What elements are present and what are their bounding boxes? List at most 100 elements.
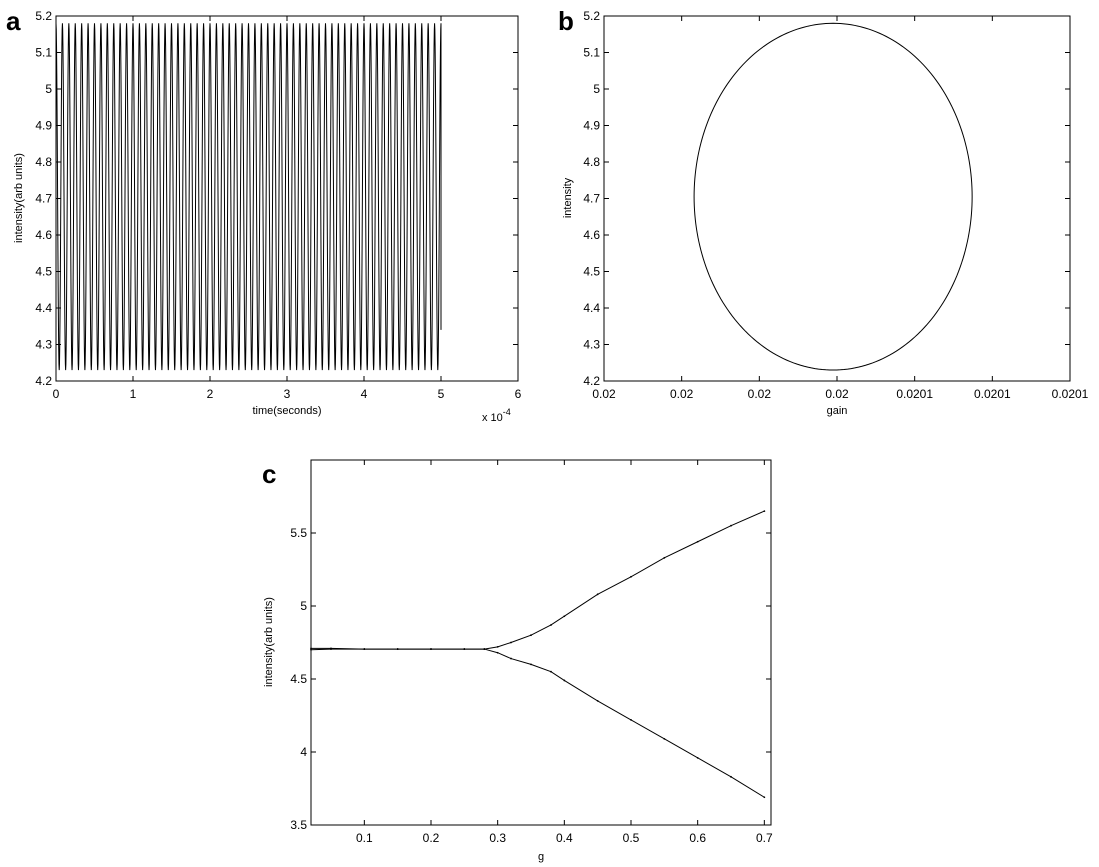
bifurcation-point (563, 615, 566, 618)
bifurcation-point (596, 700, 599, 702)
x-multiplier-exponent: -4 (503, 407, 511, 417)
y-axis-label-c: intensity(arb units) (263, 597, 275, 687)
x-tick-label: 4 (361, 387, 368, 401)
bifurcation-point (630, 575, 632, 578)
y-tick-label: 4.8 (35, 155, 52, 169)
bifurcation-point (396, 648, 399, 650)
x-tick-label: 0.6 (689, 831, 706, 845)
bifurcation-point (310, 647, 312, 650)
bifurcation-point (510, 657, 512, 660)
y-tick-label: 4.2 (583, 374, 600, 388)
y-tick-label: 4.2 (35, 374, 52, 388)
bifurcation-point (430, 648, 432, 650)
bifurcation-point (730, 524, 732, 527)
x-multiplier-base: x 10 (482, 412, 503, 424)
x-tick-label: 0.02 (670, 387, 694, 401)
bifurcation-point (730, 775, 732, 778)
x-axis-multiplier-a: x 10-4 (482, 407, 511, 424)
x-tick-label: 1 (130, 387, 137, 401)
panel-letter-c: c (262, 459, 276, 489)
x-tick-label: 0.1 (356, 831, 373, 845)
x-axis-label-a: time(seconds) (252, 405, 321, 417)
y-tick-label: 3.5 (290, 818, 307, 832)
x-tick-label: 5 (438, 387, 445, 401)
bifurcation-point (310, 648, 312, 651)
bifurcation-point (530, 634, 532, 637)
plot-frame-c (310, 459, 772, 826)
bifurcation-point (510, 641, 512, 644)
x-tick-label: 3 (284, 387, 291, 401)
y-tick-label: 4.4 (583, 301, 600, 315)
bifurcation-point (463, 648, 466, 650)
bifurcation-point (663, 737, 666, 740)
y-tick-label: 5 (593, 82, 600, 96)
chart-panel-c: 0.1 0.2 0.3 0.4 0.5 0.6 0.7 3.5 4 4.5 5 5.5 g inten… (263, 459, 773, 863)
bifurcation-point (496, 651, 499, 654)
bifurcation-point (763, 796, 766, 799)
y-tick-label: 4.5 (583, 265, 600, 279)
x-tick-label: 0.7 (756, 831, 773, 845)
x-tick-label: 0.0201 (974, 387, 1011, 401)
bifurcation-point (550, 624, 552, 626)
y-tick-label: 4.6 (583, 228, 600, 242)
bifurcation-point (696, 540, 699, 543)
y-tick-label: 4.6 (35, 228, 52, 242)
bifurcation-point (696, 756, 699, 759)
x-axis-label-c: g (538, 851, 544, 863)
y-axis-label-b: intensity (562, 177, 574, 218)
bifurcation-point (563, 679, 566, 682)
x-tick-label: 0.02 (825, 387, 849, 401)
bifurcation-point (550, 670, 552, 673)
bifurcation-point (530, 663, 532, 666)
x-tick-label: 0.3 (489, 831, 506, 845)
chart-panel-a: 0 1 2 3 4 5 6 4.2 4.3 4.4 4.5 4.6 4.7 4.8 4.9 5 5.1 5.2 t… (13, 9, 522, 424)
x-axis-label-b: gain (827, 405, 848, 417)
bifurcation-point (330, 648, 332, 650)
x-tick-label: 6 (515, 387, 522, 401)
bifurcation-point (630, 718, 632, 721)
bifurcation-point (596, 593, 599, 596)
y-tick-label: 4.3 (583, 338, 600, 352)
upper-branch-line (311, 510, 765, 650)
y-tick-label: 4.3 (35, 338, 52, 352)
x-tick-label: 0.0201 (896, 387, 933, 401)
x-tick-label: 0.0201 (1052, 387, 1089, 401)
y-tick-label: 5.5 (290, 526, 307, 540)
bifurcation-point (363, 648, 366, 650)
y-tick-label: 4.7 (583, 192, 600, 206)
lower-branch-line (310, 648, 765, 798)
x-tick-label: 0 (53, 387, 60, 401)
plot-frame-b (603, 15, 1071, 382)
y-tick-label: 5.1 (35, 46, 52, 60)
y-tick-label: 4.7 (35, 192, 52, 206)
y-tick-label: 4.8 (583, 155, 600, 169)
y-tick-label: 4.4 (35, 301, 52, 315)
x-tick-label: 0.5 (623, 831, 640, 845)
phase-portrait-ellipse (693, 22, 973, 371)
panel-letter-b: b (558, 6, 574, 36)
chart-panel-b: 0.02 0.02 0.02 0.02 0.0201 0.0201 0.0201 4.2 4.3… (562, 9, 1089, 417)
y-tick-label: 5 (45, 82, 52, 96)
y-tick-label: 4.5 (290, 672, 307, 686)
bifurcation-point (663, 556, 666, 559)
y-tick-label: 4.9 (583, 119, 600, 133)
y-tick-label: 4 (300, 745, 307, 759)
y-tick-label: 5.2 (35, 9, 52, 23)
y-tick-label: 4.9 (35, 119, 52, 133)
y-tick-label: 5.2 (583, 9, 600, 23)
y-axis-label-a: intensity(arb units) (13, 153, 25, 243)
y-tick-label: 5 (300, 599, 307, 613)
x-tick-label: 0.02 (748, 387, 772, 401)
x-tick-label: 2 (207, 387, 214, 401)
x-tick-label: 0.2 (423, 831, 440, 845)
bifurcation-point (483, 648, 486, 650)
y-tick-label: 5.1 (583, 46, 600, 60)
intensity-time-series (55, 23, 442, 371)
x-tick-label: 0.4 (556, 831, 573, 845)
y-tick-label: 4.5 (35, 265, 52, 279)
x-tick-label: 0.02 (592, 387, 616, 401)
bifurcation-point (496, 645, 499, 648)
bifurcation-point (763, 510, 766, 512)
panel-letter-a: a (6, 6, 21, 36)
